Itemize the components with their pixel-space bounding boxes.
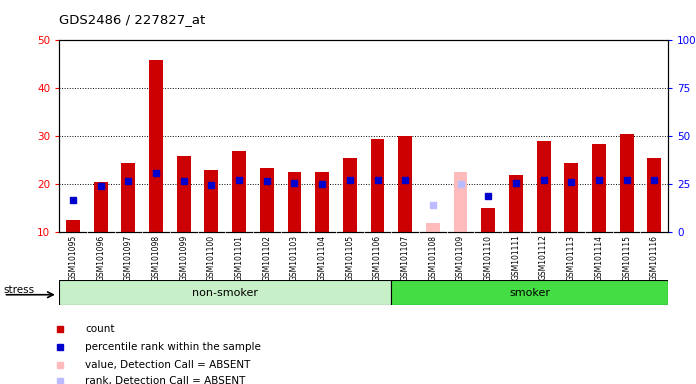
- Text: GDS2486 / 227827_at: GDS2486 / 227827_at: [59, 13, 205, 26]
- Bar: [177, 156, 191, 232]
- Bar: [454, 172, 468, 232]
- Text: GSM101098: GSM101098: [152, 235, 161, 281]
- Bar: [398, 136, 412, 232]
- Text: GSM101097: GSM101097: [124, 235, 133, 281]
- Text: count: count: [85, 324, 114, 334]
- Bar: [232, 151, 246, 232]
- Text: GSM101107: GSM101107: [401, 235, 410, 281]
- Text: GSM101106: GSM101106: [373, 235, 382, 281]
- Bar: [59, 280, 391, 305]
- Text: GSM101115: GSM101115: [622, 235, 631, 281]
- Text: GSM101108: GSM101108: [428, 235, 437, 281]
- Bar: [592, 144, 606, 232]
- Bar: [343, 158, 357, 232]
- Text: percentile rank within the sample: percentile rank within the sample: [85, 342, 261, 352]
- Text: GSM101102: GSM101102: [262, 235, 271, 281]
- Text: GSM101100: GSM101100: [207, 235, 216, 281]
- Bar: [537, 141, 551, 232]
- Text: GSM101095: GSM101095: [68, 235, 77, 281]
- Bar: [426, 223, 440, 232]
- Text: rank, Detection Call = ABSENT: rank, Detection Call = ABSENT: [85, 376, 245, 384]
- Bar: [619, 134, 633, 232]
- Bar: [647, 158, 661, 232]
- Text: GSM101113: GSM101113: [567, 235, 576, 281]
- Text: GSM101103: GSM101103: [290, 235, 299, 281]
- Bar: [121, 163, 135, 232]
- Bar: [66, 220, 80, 232]
- Text: GSM101112: GSM101112: [539, 235, 548, 280]
- Text: GSM101109: GSM101109: [456, 235, 465, 281]
- Text: GSM101104: GSM101104: [317, 235, 326, 281]
- Bar: [509, 175, 523, 232]
- Bar: [287, 172, 301, 232]
- Text: GSM101101: GSM101101: [235, 235, 244, 281]
- Text: non-smoker: non-smoker: [192, 288, 258, 298]
- Bar: [391, 280, 668, 305]
- Text: GSM101116: GSM101116: [650, 235, 659, 281]
- Bar: [315, 172, 329, 232]
- Text: smoker: smoker: [509, 288, 551, 298]
- Text: value, Detection Call = ABSENT: value, Detection Call = ABSENT: [85, 360, 251, 370]
- Bar: [260, 167, 274, 232]
- Text: stress: stress: [3, 285, 35, 295]
- Text: GSM101105: GSM101105: [345, 235, 354, 281]
- Bar: [205, 170, 219, 232]
- Bar: [149, 60, 163, 232]
- Text: GSM101099: GSM101099: [180, 235, 188, 281]
- Text: GSM101096: GSM101096: [96, 235, 105, 281]
- Text: GSM101114: GSM101114: [594, 235, 603, 281]
- Text: GSM101111: GSM101111: [512, 235, 521, 280]
- Text: GSM101110: GSM101110: [484, 235, 493, 281]
- Bar: [482, 208, 495, 232]
- Bar: [370, 139, 384, 232]
- Bar: [94, 182, 108, 232]
- Bar: [564, 163, 578, 232]
